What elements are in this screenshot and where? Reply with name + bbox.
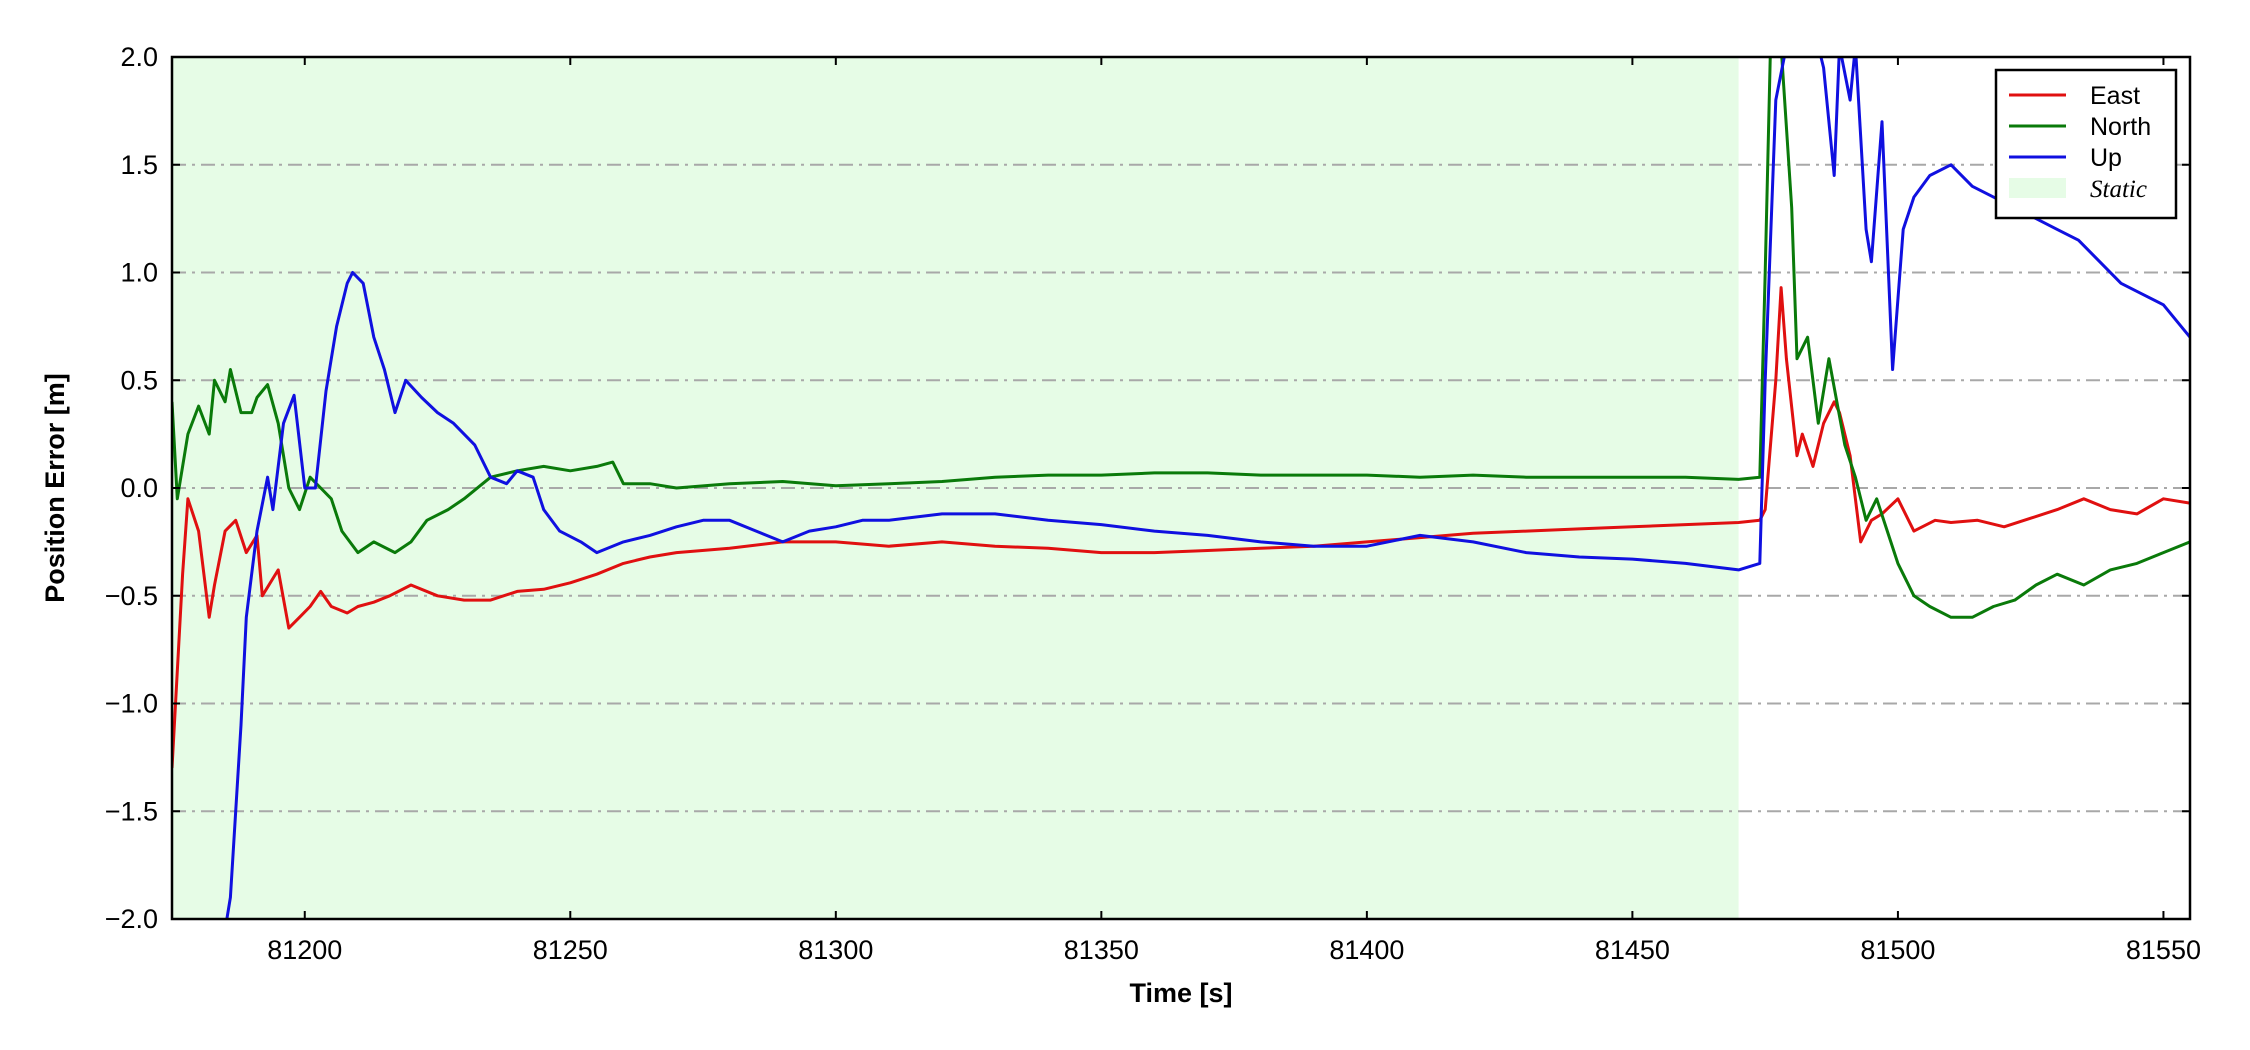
y-tick-label: 1.5 — [120, 150, 158, 180]
x-axis-title: Time [s] — [1129, 978, 1232, 1008]
x-tick-label: 81350 — [1064, 935, 1139, 965]
x-axis-ticks: 81200 81250 81300 81350 81400 81450 81500 81550 — [267, 57, 2201, 965]
x-tick-label: 81250 — [533, 935, 608, 965]
x-tick-label: 81300 — [798, 935, 873, 965]
x-tick-label: 81550 — [2126, 935, 2201, 965]
y-tick-label: −1.0 — [105, 689, 158, 719]
y-tick-label: 2.0 — [120, 42, 158, 72]
legend-label-east: East — [2090, 82, 2140, 110]
series-line-east — [172, 286, 2190, 769]
legend-label-static: Static — [2090, 176, 2147, 203]
legend: East North Up Static — [1994, 68, 2178, 220]
series-lines — [172, 57, 2190, 919]
legend-label-up: Up — [2090, 144, 2122, 172]
x-tick-label: 81400 — [1329, 935, 1404, 965]
y-axis-title: Position Error [m] — [40, 373, 70, 603]
series-line-north — [172, 57, 2190, 619]
x-tick-label: 81500 — [1860, 935, 1935, 965]
y-tick-label: −2.0 — [105, 904, 158, 934]
x-tick-label: 81200 — [267, 935, 342, 965]
series-line-up — [225, 57, 2190, 919]
y-axis-ticks: −2.0 −1.5 −1.0 −0.5 0.0 0.5 1.0 1.5 2.0 — [105, 42, 2190, 934]
legend-swatch-static — [2009, 178, 2066, 198]
y-tick-label: −1.5 — [105, 796, 158, 826]
grid-lines — [172, 163, 2190, 813]
legend-label-north: North — [2090, 113, 2151, 141]
y-tick-label: 0.5 — [120, 365, 158, 395]
y-tick-label: −0.5 — [105, 581, 158, 611]
y-tick-label: 0.0 — [120, 473, 158, 503]
y-tick-label: 1.0 — [120, 258, 158, 288]
x-tick-label: 81450 — [1595, 935, 1670, 965]
